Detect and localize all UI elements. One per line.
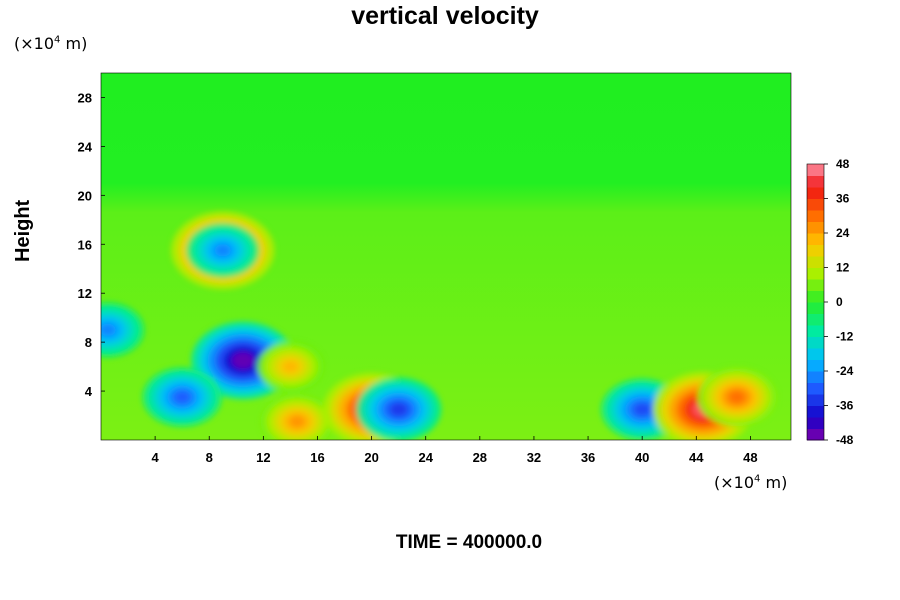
x-tick-label: 8 (206, 450, 213, 465)
colorbar-band (807, 382, 824, 395)
contour-feature (186, 223, 260, 278)
colorbar-tick-label: -24 (836, 364, 854, 378)
colorbar-band (807, 267, 824, 280)
colorbar-band (807, 187, 824, 199)
x-tick-label: 36 (581, 450, 595, 465)
colorbar-band (807, 256, 824, 268)
colorbar-band (807, 164, 824, 176)
colorbar-tick-label: 48 (836, 157, 850, 171)
y-tick-label: 12 (78, 286, 92, 301)
x-tick-label: 12 (256, 450, 270, 465)
colorbar-band (807, 244, 824, 257)
colorbar-band (807, 428, 824, 441)
colorbar-tick-label: -12 (836, 330, 854, 344)
colorbar-tick-label: 24 (836, 226, 850, 240)
colorbar-band (807, 290, 824, 303)
y-axis-unit: (×104 m) (14, 34, 88, 53)
x-tick-label: 48 (743, 450, 757, 465)
colorbar-band (807, 336, 824, 349)
x-tick-label: 40 (635, 450, 649, 465)
chart-title: vertical velocity (351, 2, 539, 30)
colorbar-band (807, 313, 824, 326)
colorbar-band (807, 198, 824, 211)
colorbar-band (807, 359, 824, 372)
x-tick-label: 44 (689, 450, 704, 465)
colorbar-tick-label: 12 (836, 261, 850, 275)
colorbar-tick-label: -48 (836, 433, 854, 447)
colorbar-band (807, 279, 824, 291)
x-tick-label: 28 (473, 450, 487, 465)
y-tick-label: 16 (78, 237, 92, 252)
x-tick-label: 20 (364, 450, 378, 465)
x-tick-label: 4 (152, 450, 160, 465)
plot-frame (100, 72, 792, 441)
x-tick-label: 24 (418, 450, 433, 465)
colorbar-band (807, 302, 824, 314)
time-label: TIME = 400000.0 (395, 532, 543, 553)
colorbar-band (807, 405, 824, 418)
contour-feature (256, 341, 324, 392)
contour-feature (356, 377, 442, 440)
colorbar-band (807, 325, 824, 337)
colorbar-band (807, 394, 824, 406)
colorbar-band (807, 221, 824, 234)
contour-field (101, 73, 791, 440)
contour-feature (101, 302, 145, 358)
x-tick-label: 16 (310, 450, 324, 465)
x-tick-label: 32 (527, 450, 541, 465)
y-tick-label: 28 (78, 90, 92, 105)
colorbar: 48 36 24 12 0 -12 -24 -36 -48 (806, 157, 854, 447)
x-axis-unit: (×104 m) (714, 473, 788, 492)
colorbar-band (807, 175, 824, 188)
colorbar-band (807, 348, 824, 360)
contour-feature (142, 367, 222, 427)
colorbar-band (807, 371, 824, 383)
colorbar-band (807, 210, 824, 222)
colorbar-tick-label: 36 (836, 192, 850, 206)
y-tick-label: 20 (78, 188, 92, 203)
colorbar-tick-label: -36 (836, 399, 854, 413)
contour-feature (697, 367, 777, 427)
colorbar-tick-label: 0 (836, 295, 843, 309)
colorbar-band (807, 233, 824, 245)
y-tick-label: 4 (85, 384, 93, 399)
y-tick-label: 24 (78, 139, 93, 154)
contour-feature (260, 394, 334, 440)
colorbar-band (807, 417, 824, 429)
y-tick-label: 8 (85, 335, 92, 350)
